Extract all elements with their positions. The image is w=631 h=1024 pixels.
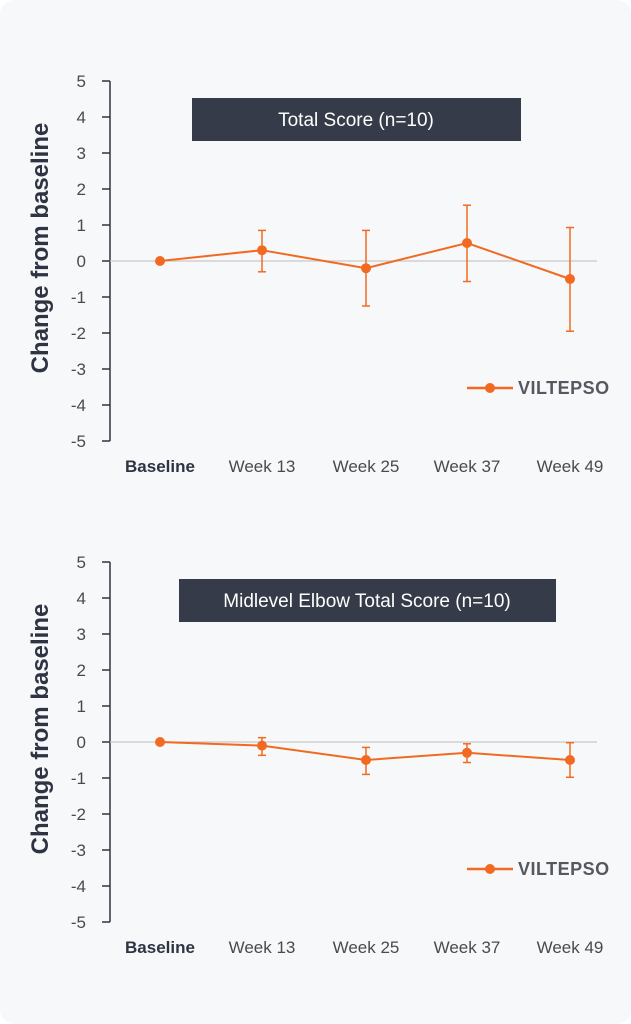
chart-title: Midlevel Elbow Total Score (n=10) xyxy=(223,591,510,612)
x-categories: Baseline Week 13 Week 25 Week 37 Week 49 xyxy=(125,938,603,957)
legend: VILTEPSO xyxy=(467,859,610,879)
legend-marker xyxy=(485,383,495,393)
total-score-chart: Change from baseline Total Score (n=10) … xyxy=(27,72,610,476)
y-axis-label: Change from baseline xyxy=(27,123,54,374)
data-point xyxy=(155,256,165,266)
chart-title: Total Score (n=10) xyxy=(278,110,434,131)
y-tick-label: 2 xyxy=(77,661,86,680)
y-tick-label: 2 xyxy=(77,180,86,199)
y-tick-label: 1 xyxy=(77,697,86,716)
x-category-label: Week 13 xyxy=(229,457,296,476)
data-point xyxy=(155,737,165,747)
x-category-label: Week 25 xyxy=(333,457,400,476)
y-tick-label: 4 xyxy=(77,108,86,127)
legend: VILTEPSO xyxy=(467,378,610,398)
x-category-label: Week 25 xyxy=(333,938,400,957)
y-tick-label: -3 xyxy=(71,360,86,379)
chart-title-box xyxy=(179,579,556,622)
y-tick-label: -2 xyxy=(71,324,86,343)
x-category-label: Week 49 xyxy=(537,457,604,476)
x-category-label: Week 37 xyxy=(434,938,501,957)
data-point xyxy=(257,740,267,751)
data-point xyxy=(257,245,267,256)
legend-marker xyxy=(485,864,495,874)
y-tick-label: 3 xyxy=(77,144,86,163)
y-tick-label: 5 xyxy=(77,553,86,572)
data-point xyxy=(565,274,575,284)
data-point xyxy=(361,263,371,274)
series-viltepso xyxy=(155,736,575,779)
y-tick-label: 3 xyxy=(77,625,86,644)
legend-label: VILTEPSO xyxy=(518,378,610,398)
data-point xyxy=(462,238,472,248)
y-tick-label: 0 xyxy=(77,252,86,271)
midlevel-elbow-chart: Change from baseline Midlevel Elbow Tota… xyxy=(27,553,610,957)
y-axis-label: Change from baseline xyxy=(27,604,54,855)
x-category-label: Week 13 xyxy=(229,938,296,957)
data-point xyxy=(462,747,472,758)
y-tick-label: 0 xyxy=(77,733,86,752)
x-category-label: Baseline xyxy=(125,457,195,476)
y-ticks: 5 4 3 2 1 0 -1 -2 -3 -4 -5 xyxy=(71,553,110,932)
chart-title-box xyxy=(192,98,521,141)
y-tick-label: 1 xyxy=(77,216,86,235)
series-viltepso xyxy=(155,204,575,332)
x-categories: Baseline Week 13 Week 25 Week 37 Week 49 xyxy=(125,457,603,476)
y-tick-label: -4 xyxy=(71,396,86,415)
y-tick-label: 5 xyxy=(77,72,86,91)
y-tick-label: -4 xyxy=(71,877,86,896)
y-tick-label: -5 xyxy=(71,913,86,932)
y-tick-label: -1 xyxy=(71,769,86,788)
data-point xyxy=(361,755,371,765)
x-category-label: Week 37 xyxy=(434,457,501,476)
y-ticks: 5 4 3 2 1 0 -1 -2 -3 -4 -5 xyxy=(71,72,110,451)
data-point xyxy=(565,755,575,765)
y-tick-label: 4 xyxy=(77,589,86,608)
y-tick-label: -1 xyxy=(71,288,86,307)
legend-label: VILTEPSO xyxy=(518,859,610,879)
x-category-label: Baseline xyxy=(125,938,195,957)
y-tick-label: -3 xyxy=(71,841,86,860)
x-category-label: Week 49 xyxy=(537,938,604,957)
y-tick-label: -2 xyxy=(71,805,86,824)
y-tick-label: -5 xyxy=(71,432,86,451)
